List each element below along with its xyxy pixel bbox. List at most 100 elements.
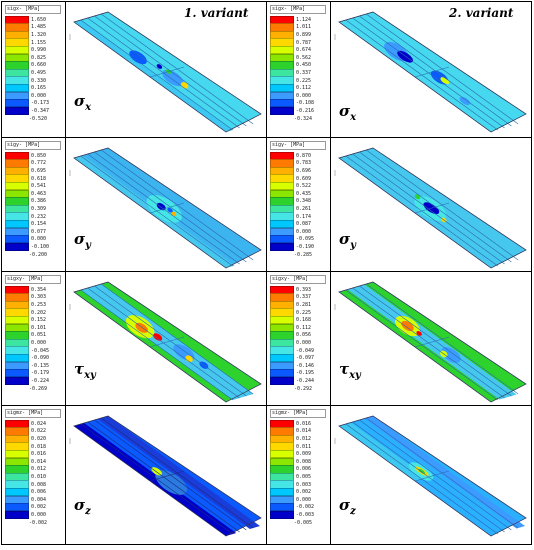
plot-cell-sigy-v1: σy — [65, 137, 267, 272]
contour-region — [156, 64, 163, 69]
legend-value: -0.292 — [294, 385, 313, 392]
variant-1-label: 1. variant — [184, 6, 249, 20]
legend-sigy-v2: sigy- [MPa] 0.870 0.783 0.696 0.609 0.522 0.43… — [270, 141, 326, 258]
legend-value: 1.650 — [31, 16, 47, 23]
contour-region — [339, 422, 427, 481]
plate-outline — [338, 147, 527, 269]
legend-sigy-v1: sigy- [MPa] 0.850 0.772 0.695 0.618 0.541 0.46… — [5, 141, 61, 258]
legend-entry: -0.003 — [270, 510, 326, 520]
contour-plot-sigx-v2 — [334, 11, 527, 133]
legend-value: -0.049 — [296, 347, 315, 354]
contour-region — [162, 69, 184, 87]
legend-value: 0.772 — [31, 160, 47, 167]
legend-value: -0.269 — [29, 385, 48, 392]
legend-value: 0.000 — [31, 236, 47, 243]
contour-region — [156, 202, 166, 211]
legend-title: sigy- [MPa] — [270, 141, 326, 150]
legend-value: -0.003 — [296, 511, 315, 518]
legend-cell-sigx-v1: sigx- [MPa] 1.650 1.485 1.320 1.155 0.990 0.82… — [1, 1, 66, 138]
legend-value: 0.609 — [296, 175, 312, 182]
legend-entry: -0.244 — [270, 376, 326, 386]
legend-entry: -0.200 — [5, 251, 61, 259]
plot-cell-sigxy-v1: τxy — [65, 271, 267, 406]
legend-value: -0.216 — [296, 107, 315, 114]
contour-region — [401, 320, 414, 332]
plate-outline — [73, 147, 262, 269]
legend-swatch — [270, 251, 292, 257]
legend-entry: -0.002 — [5, 519, 61, 527]
mesh-line — [149, 470, 185, 482]
contour-plot-sigy-v1 — [69, 147, 262, 269]
legend-value: 1.485 — [31, 24, 47, 31]
plot-cell-sigz-v1: σz — [65, 405, 267, 545]
mesh-line — [149, 202, 185, 214]
legend-value: -0.324 — [294, 115, 313, 122]
symbol-sigma-y-v1: σy — [74, 230, 91, 251]
legend-value: -0.002 — [29, 519, 48, 526]
legend-entry: -0.269 — [5, 385, 61, 393]
contour-region — [441, 347, 461, 363]
legend-value: 1.124 — [296, 16, 312, 23]
contour-region — [135, 322, 148, 333]
symbol-tau-xy-v2: τxy — [339, 360, 361, 381]
legend-value: 0.012 — [296, 435, 312, 442]
legend-value: 0.014 — [31, 458, 47, 465]
legend-value: -0.135 — [31, 362, 50, 369]
legend-value: 0.000 — [296, 228, 312, 235]
mesh-line — [149, 336, 185, 348]
legend-swatch — [270, 115, 292, 121]
legend-value: 0.112 — [296, 85, 312, 92]
legend-value: 0.253 — [31, 301, 47, 308]
legend-cell-sigz-v2: sigmz- [MPa] 0.016 0.014 0.012 0.011 0.009 0.0… — [266, 405, 331, 545]
legend-entry: -0.285 — [270, 251, 326, 259]
legend-value: -0.045 — [31, 347, 50, 354]
legend-value: 0.008 — [296, 458, 312, 465]
legend-value: -0.195 — [296, 370, 315, 377]
legend-value: -0.347 — [31, 107, 50, 114]
contour-plot-sigy-v2 — [334, 147, 527, 269]
variant-2-label: 2. variant — [449, 6, 514, 20]
legend-title: sigmz- [MPa] — [5, 409, 61, 418]
mesh-line — [414, 202, 450, 214]
legend-value: 0.696 — [296, 167, 312, 174]
legend-title: sigy- [MPa] — [5, 141, 61, 150]
legend-swatch — [270, 519, 292, 525]
legend-value: 0.077 — [31, 228, 47, 235]
legend-cell-sigy-v2: sigy- [MPa] 0.870 0.783 0.696 0.609 0.522 0.43… — [266, 137, 331, 272]
plate-outline — [338, 11, 527, 133]
mesh-line — [414, 66, 450, 78]
legend-value: 0.006 — [296, 466, 312, 473]
legend-swatch — [5, 251, 27, 257]
legend-value: 0.000 — [296, 339, 312, 346]
legend-value: -0.100 — [31, 243, 50, 250]
legend-value: -0.090 — [31, 355, 50, 362]
symbol-sigma-y-v2: σy — [339, 230, 356, 251]
legend-value: 0.783 — [296, 160, 312, 167]
legend-swatch — [270, 376, 294, 386]
legend-entry: -0.292 — [270, 385, 326, 393]
legend-cell-sigy-v1: sigy- [MPa] 0.850 0.772 0.695 0.618 0.541 0.46… — [1, 137, 66, 272]
legend-value: -0.224 — [31, 377, 50, 384]
legend-entry: -0.347 — [5, 106, 61, 116]
legend-title: sigmz- [MPa] — [270, 409, 326, 418]
legend-value: -0.095 — [296, 236, 315, 243]
contour-plot-sigxy-v2 — [334, 281, 527, 403]
legend-value: 0.463 — [31, 190, 47, 197]
symbol-tau-xy-v1: τxy — [74, 360, 96, 381]
contour-region — [440, 77, 450, 85]
legend-swatch — [270, 106, 294, 116]
legend-value: 0.674 — [296, 47, 312, 54]
legend-value: 0.393 — [296, 286, 312, 293]
legend-cell-sigxy-v2: sigxy- [MPa] 0.393 0.337 0.281 0.225 0.168 0.1… — [266, 271, 331, 406]
legend-value: 0.024 — [31, 420, 47, 427]
legend-value: 0.016 — [31, 451, 47, 458]
contour-region — [414, 194, 421, 200]
legend-cell-sigx-v2: sigx- [MPa] 1.124 1.011 0.899 0.787 0.674 0.56… — [266, 1, 331, 138]
legend-value: 0.562 — [296, 54, 312, 61]
legend-value: 0.303 — [31, 294, 47, 301]
legend-swatch — [270, 242, 294, 252]
legend-value: 1.155 — [31, 39, 47, 46]
legend-value: 0.660 — [31, 62, 47, 69]
legend-value: 0.051 — [31, 332, 47, 339]
